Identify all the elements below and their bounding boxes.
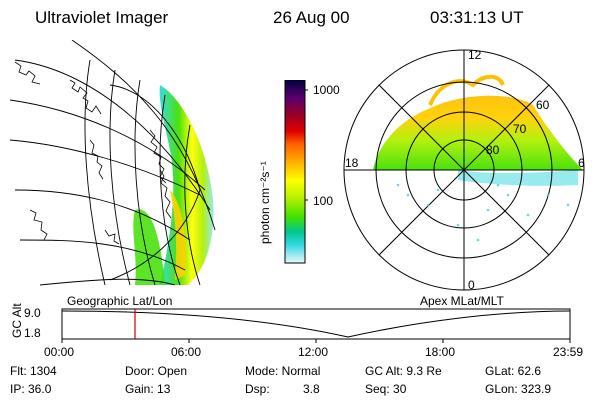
- time-tick-2359: 23:59: [553, 345, 584, 359]
- time-tick-1800: 18:00: [425, 345, 456, 359]
- polar-panel-label: Apex MLat/MLT: [420, 294, 504, 308]
- colorbar-unit-label: photon cm⁻²s⁻¹: [258, 161, 272, 244]
- gain-value: Gain: 13: [125, 382, 171, 396]
- time-tick-0600: 06:00: [171, 345, 202, 359]
- dsp-label: Dsp:: [245, 382, 270, 396]
- sequence-number: Seq: 30: [365, 382, 407, 396]
- polar-mlat-mlt-panel: 12 18 6 0 60 70 80: [343, 48, 585, 292]
- altitude-ytick-9: 9.0: [24, 306, 41, 320]
- altitude-ylabel: GC Alt: [10, 303, 24, 338]
- altitude-curve: [61, 310, 571, 338]
- mlt-label-0: 0: [468, 278, 475, 292]
- geo-latitude: GLat: 62.6: [485, 364, 542, 378]
- mlat-label-80: 80: [486, 143, 500, 157]
- geo-longitude: GLon: 323.9: [485, 382, 552, 396]
- flight-number: Flt: 1304: [10, 364, 57, 378]
- polar-aurora-region: [373, 95, 583, 170]
- time-label: 03:31:13 UT: [430, 8, 524, 27]
- mlat-label-60: 60: [536, 98, 550, 112]
- door-status: Door: Open: [125, 364, 188, 378]
- time-tick-0000: 00:00: [44, 345, 75, 359]
- app-title: Ultraviolet Imager: [35, 8, 169, 27]
- mode-value: Mode: Normal: [245, 364, 321, 378]
- altitude-plot: [61, 308, 571, 343]
- geographic-map-panel: [10, 40, 216, 286]
- ip-value: IP: 36.0: [10, 382, 52, 396]
- time-tick-1200: 12:00: [298, 345, 329, 359]
- colorbar-tick-1000: 1000: [313, 83, 340, 97]
- dsp-value: 3.8: [303, 382, 320, 396]
- geo-panel-label: Geographic Lat/Lon: [67, 294, 173, 308]
- date-label: 26 Aug 00: [273, 8, 350, 27]
- noise-dots: [396, 183, 570, 242]
- mlt-label-12: 12: [468, 48, 482, 62]
- colorbar: [284, 80, 308, 264]
- altitude-ytick-1-8: 1.8: [24, 326, 41, 340]
- mlt-label-6: 6: [578, 156, 585, 170]
- mlat-label-70: 70: [513, 122, 527, 136]
- colorbar-tick-100: 100: [313, 194, 334, 208]
- mlt-label-18: 18: [345, 156, 359, 170]
- aurora-emission-region: [159, 85, 214, 285]
- gc-altitude: GC Alt: 9.3 Re: [365, 364, 442, 378]
- lat-lon-grid: [10, 40, 216, 286]
- coastlines: [14, 61, 172, 245]
- polar-grid: [343, 49, 585, 291]
